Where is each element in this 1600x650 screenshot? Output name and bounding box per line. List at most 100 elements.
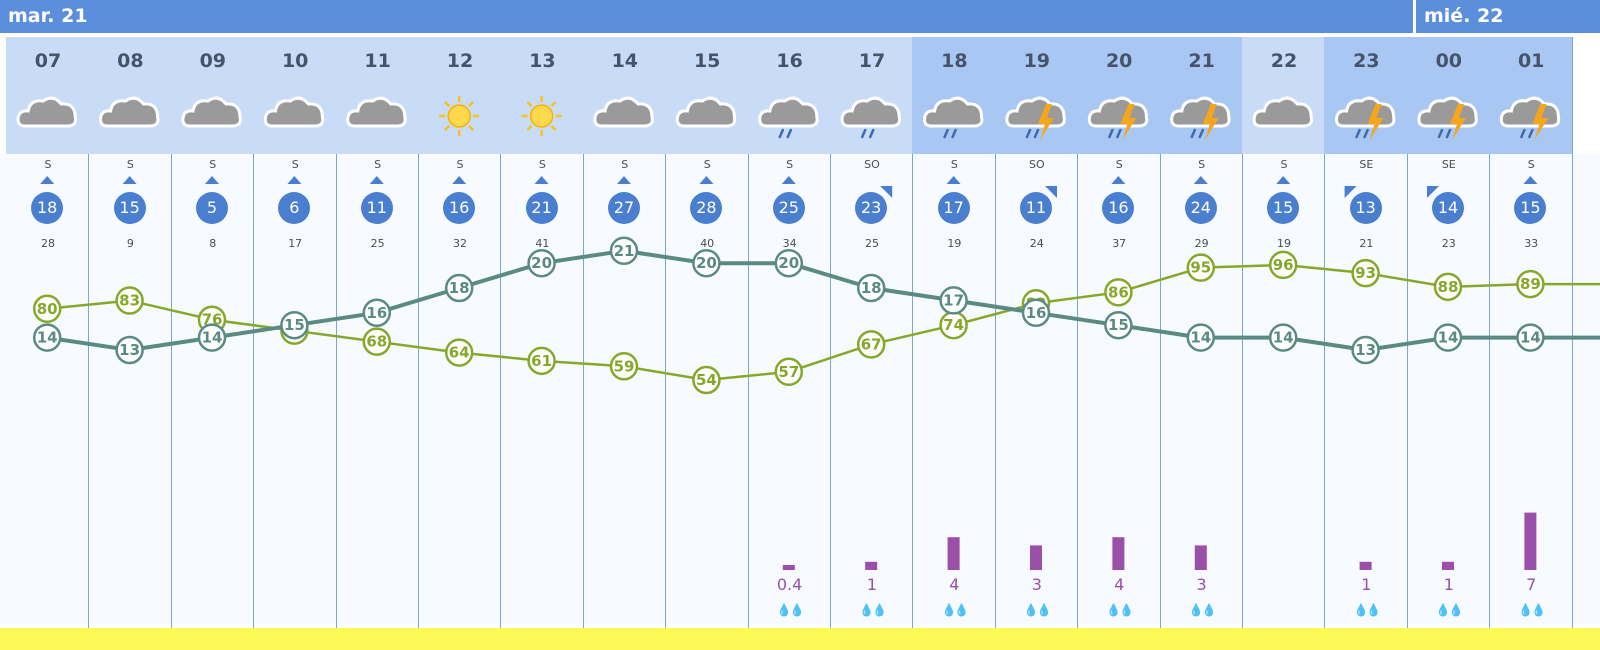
temperature-point [856,273,886,303]
precip-value: 3 [1196,575,1207,594]
bottom-highlight-bar [0,628,1600,650]
temperature-point [197,323,227,352]
humidity-point [692,365,721,395]
wind-direction: SE [1441,158,1456,171]
humidity-label: 64 [449,344,470,362]
column-divider [1489,37,1491,650]
column-divider [1077,37,1079,650]
temperature-label: 20 [778,254,799,272]
wind-gust: 33 [1524,237,1539,250]
cloud-icon [181,96,242,128]
column-divider [335,37,337,650]
hour-label: 21 [1188,50,1215,72]
temperature-label: 15 [1108,316,1129,334]
column-divider [665,37,667,650]
hour-label: 20 [1105,50,1133,72]
humidity-label: 74 [943,316,964,334]
wind-gust: 32 [453,237,467,250]
wind-speed-badge: 24 [1184,192,1217,224]
rain-cloud-icon [922,96,984,139]
temperature-label: 14 [1520,329,1541,347]
wind-arrow-icon [452,176,467,184]
storm-cloud-icon [1417,96,1478,140]
wind-direction: S [1527,158,1535,171]
hour-label: 01 [1517,50,1545,72]
sun-icon [439,96,480,136]
wind-speed-badge: 23 [855,192,888,224]
humidity-label: 83 [119,292,140,310]
humidity-label: 80 [37,300,58,318]
temperature-label: 14 [1273,329,1294,347]
wind-arrow-icon [205,176,219,184]
wind-direction: S [703,158,711,171]
rain-drops-icon: 💧💧 [776,603,805,617]
precip-value: 4 [949,575,960,594]
humidity-point [362,327,392,356]
cloud-icon [675,96,737,128]
wind-gust: 34 [782,237,797,250]
wind-gust: 41 [535,237,550,250]
hour-label: 15 [693,50,721,72]
precip-bar [1442,561,1454,570]
hour-label: 17 [858,50,886,72]
temperature-point [1268,323,1298,352]
humidity-point [1516,269,1545,299]
precip-value: 7 [1526,575,1537,594]
wind-direction: S [1198,158,1206,171]
hour-label: 09 [199,50,227,72]
humidity-point [1104,278,1133,307]
wind-gust: 19 [1277,237,1291,250]
precip-value: 3 [1031,575,1042,594]
humidity-label: 76 [202,311,223,329]
humidity-label: 95 [1190,259,1211,277]
humidity-point [1186,253,1216,282]
column-divider [1571,37,1573,650]
wind-direction: S [126,158,134,171]
wind-direction: S [291,158,299,171]
hour-label: 08 [117,50,144,72]
column-divider [582,37,584,650]
humidity-point [32,294,62,324]
humidity-label: 57 [778,363,799,381]
wind-direction: SO [1028,158,1045,171]
temperature-label: 13 [119,341,140,359]
temperature-label: 14 [1190,329,1211,347]
temperature-point [527,248,556,278]
hour-header-08 [88,37,171,154]
wind-speed-badge: 18 [31,192,64,224]
wind-gust: 8 [209,237,217,250]
wind-arrow-icon [1523,176,1538,184]
wind-arrow-icon [1193,176,1208,184]
hour-label: 10 [281,50,309,72]
precip-bar [1359,561,1372,570]
wind-arrow-icon [946,176,961,184]
rain-drops-icon: 💧💧 [1106,603,1134,617]
hour-header-11 [335,37,418,154]
temperature-label: 16 [1026,304,1047,322]
temperature-point [1186,323,1216,352]
humidity-point [609,352,639,381]
temperature-label: 14 [202,329,223,347]
temperature-point [280,310,309,340]
wind-direction: S [1115,158,1123,171]
humidity-label: 89 [1520,275,1541,293]
cloud-icon [16,96,78,128]
precip-bar [865,561,878,570]
wind-arrow-icon [699,176,714,184]
precip-bar [947,537,960,570]
wind-direction: S [374,158,382,171]
precip-value: 1 [1361,575,1372,594]
precip-bar [1112,537,1125,570]
day-header-bar-next: mié. 22 [1413,0,1600,33]
hour-label: 07 [34,50,62,72]
column-divider [253,37,255,650]
hour-label: 12 [446,50,474,72]
wind-speed-badge: 21 [525,192,558,224]
temperature-point [362,298,392,328]
temperature-label: 21 [614,242,635,260]
humidity-point [774,357,804,387]
humidity-point [527,346,556,376]
wind-arrow-icon [534,176,549,184]
temperature-point [444,273,474,303]
